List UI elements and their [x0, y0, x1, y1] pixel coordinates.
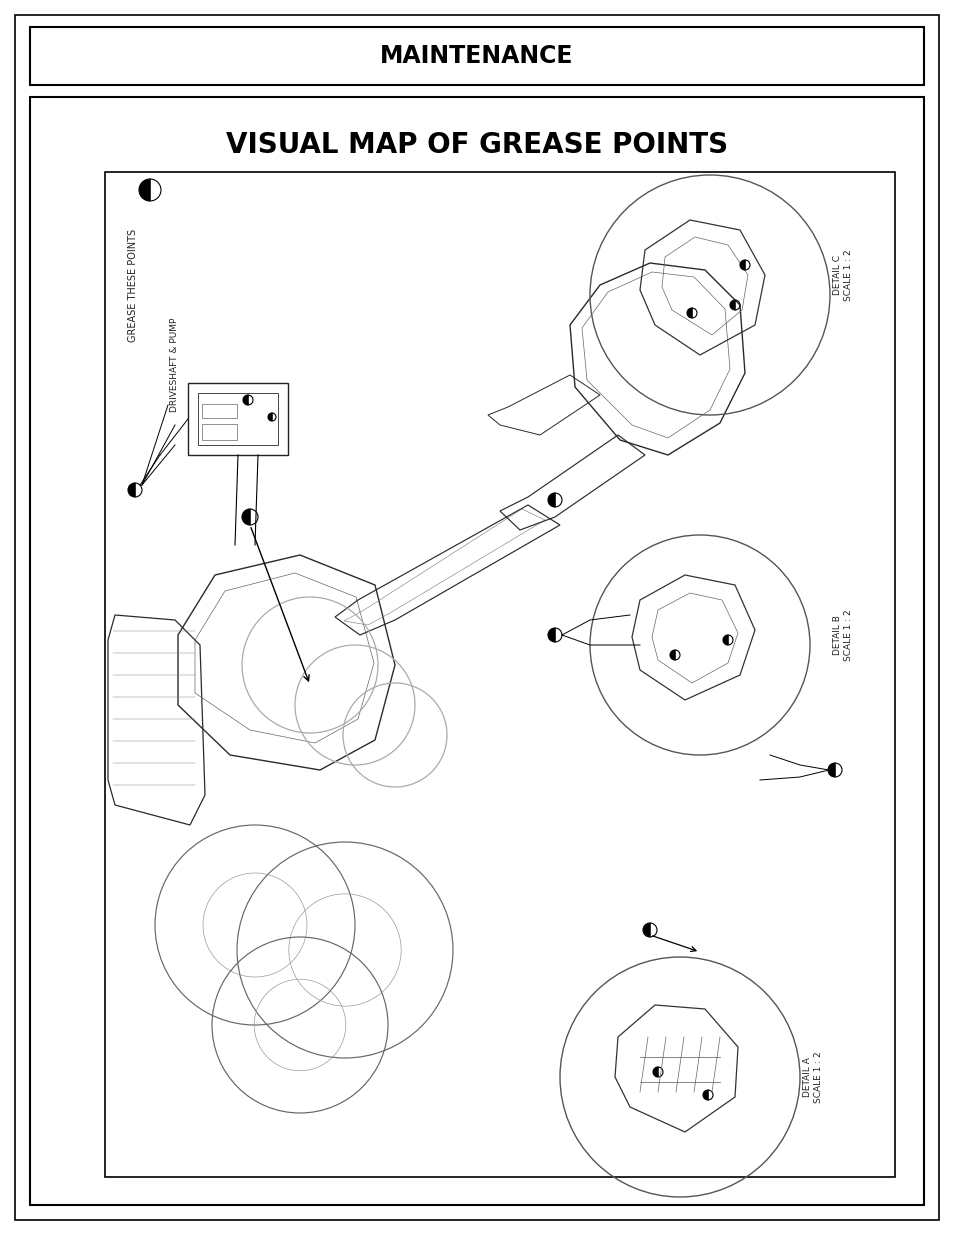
Text: GREASE THESE POINTS: GREASE THESE POINTS — [128, 228, 138, 342]
Text: MAINTENANCE: MAINTENANCE — [380, 44, 573, 68]
Wedge shape — [268, 412, 272, 421]
Text: DETAIL C
SCALE 1 : 2: DETAIL C SCALE 1 : 2 — [832, 249, 852, 301]
Wedge shape — [702, 1091, 707, 1100]
Bar — [105, 172, 894, 1177]
Bar — [30, 98, 923, 1205]
Bar — [202, 404, 236, 417]
Wedge shape — [740, 261, 744, 270]
Wedge shape — [547, 629, 555, 642]
Wedge shape — [243, 395, 248, 405]
Wedge shape — [139, 179, 150, 201]
Text: DRIVESHAFT & PUMP: DRIVESHAFT & PUMP — [171, 317, 179, 412]
Wedge shape — [642, 923, 649, 937]
Text: DETAIL B
SCALE 1 : 2: DETAIL B SCALE 1 : 2 — [832, 609, 852, 661]
Wedge shape — [128, 483, 135, 496]
Bar — [202, 424, 236, 440]
Wedge shape — [729, 300, 734, 310]
Wedge shape — [547, 493, 555, 508]
Wedge shape — [652, 1067, 658, 1077]
Text: VISUAL MAP OF GREASE POINTS: VISUAL MAP OF GREASE POINTS — [226, 131, 727, 159]
Wedge shape — [686, 308, 691, 317]
Text: DETAIL A
SCALE 1 : 2: DETAIL A SCALE 1 : 2 — [802, 1051, 821, 1103]
Bar — [188, 383, 288, 454]
Bar — [198, 393, 277, 445]
Bar — [30, 27, 923, 85]
Wedge shape — [242, 509, 250, 525]
Wedge shape — [827, 763, 834, 777]
Wedge shape — [669, 650, 675, 659]
Wedge shape — [722, 635, 727, 645]
